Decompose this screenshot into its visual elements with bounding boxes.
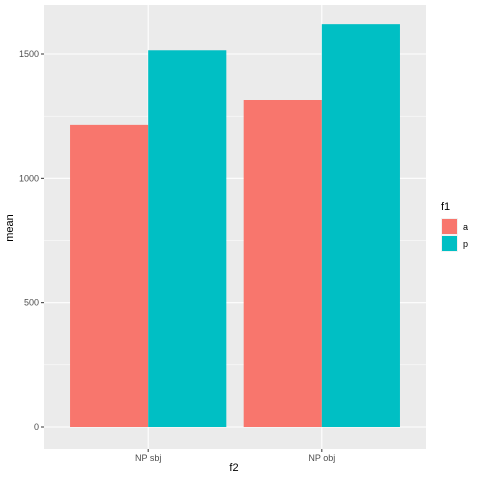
bar-p-1 [321,24,400,427]
y-axis-title: mean [4,214,16,242]
y-axis: 0 500 1000 1500 [19,49,44,432]
x-tick-label: NP sbj [135,453,161,463]
legend-title: f1 [441,201,450,213]
y-tick-label: 1500 [19,49,39,59]
legend-key-p [442,236,457,251]
x-tick-label: NP obj [308,453,335,463]
y-tick-label: 500 [24,298,39,308]
legend: f1 ap [441,201,468,252]
bars [70,24,400,428]
x-axis: NP sbj NP obj [135,449,335,463]
y-tick-label: 0 [34,422,39,432]
y-tick-label: 1000 [19,173,39,183]
x-axis-title: f2 [229,462,238,474]
bar-p-0 [148,50,227,428]
bar-a-1 [243,100,322,428]
legend-key-a [442,219,457,234]
bar-a-0 [70,124,149,428]
legend-label-p: p [463,239,468,249]
legend-label-a: a [463,222,468,232]
